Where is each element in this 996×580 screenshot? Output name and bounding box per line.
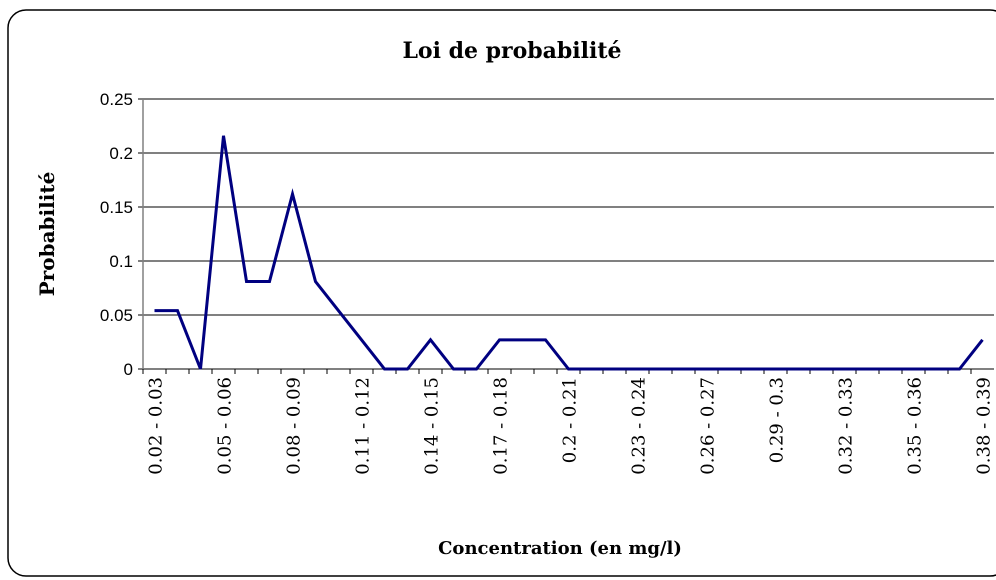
x-axis-title: Concentration (en mg/l): [438, 538, 682, 559]
x-tick-label: 0.29 - 0.3: [767, 377, 788, 463]
y-tick-label: 0.15: [100, 198, 133, 217]
y-axis-title: Probabilité: [35, 172, 59, 297]
y-tick-label: 0.2: [109, 144, 133, 163]
x-tick-label: 0.05 - 0.06: [215, 377, 236, 475]
x-tick-label: 0.32 - 0.33: [836, 377, 857, 475]
chart-title: Loi de probabilité: [402, 38, 621, 64]
x-tick-label: 0.08 - 0.09: [284, 377, 305, 475]
x-tick-label: 0.17 - 0.18: [491, 377, 512, 475]
x-tick-label: 0.2 - 0.21: [560, 377, 581, 463]
x-tick-label: 0.26 - 0.27: [698, 377, 719, 475]
x-tick-label: 0.38 - 0.39: [974, 377, 995, 475]
x-tick-label: 0.02 - 0.03: [146, 377, 167, 475]
x-tick-label: 0.14 - 0.15: [422, 377, 443, 475]
y-tick-label: 0.05: [100, 306, 133, 325]
data-line: [154, 135, 984, 371]
chart-frame: [7, 9, 996, 577]
y-tick-label: 0.25: [100, 90, 133, 109]
y-tick-label: 0: [124, 360, 133, 379]
x-tick-label: 0.11 - 0.12: [353, 377, 374, 475]
y-tick-label: 0.1: [109, 252, 133, 271]
x-tick-label: 0.35 - 0.36: [905, 377, 926, 475]
x-tick-label: 0.23 - 0.24: [629, 377, 650, 475]
